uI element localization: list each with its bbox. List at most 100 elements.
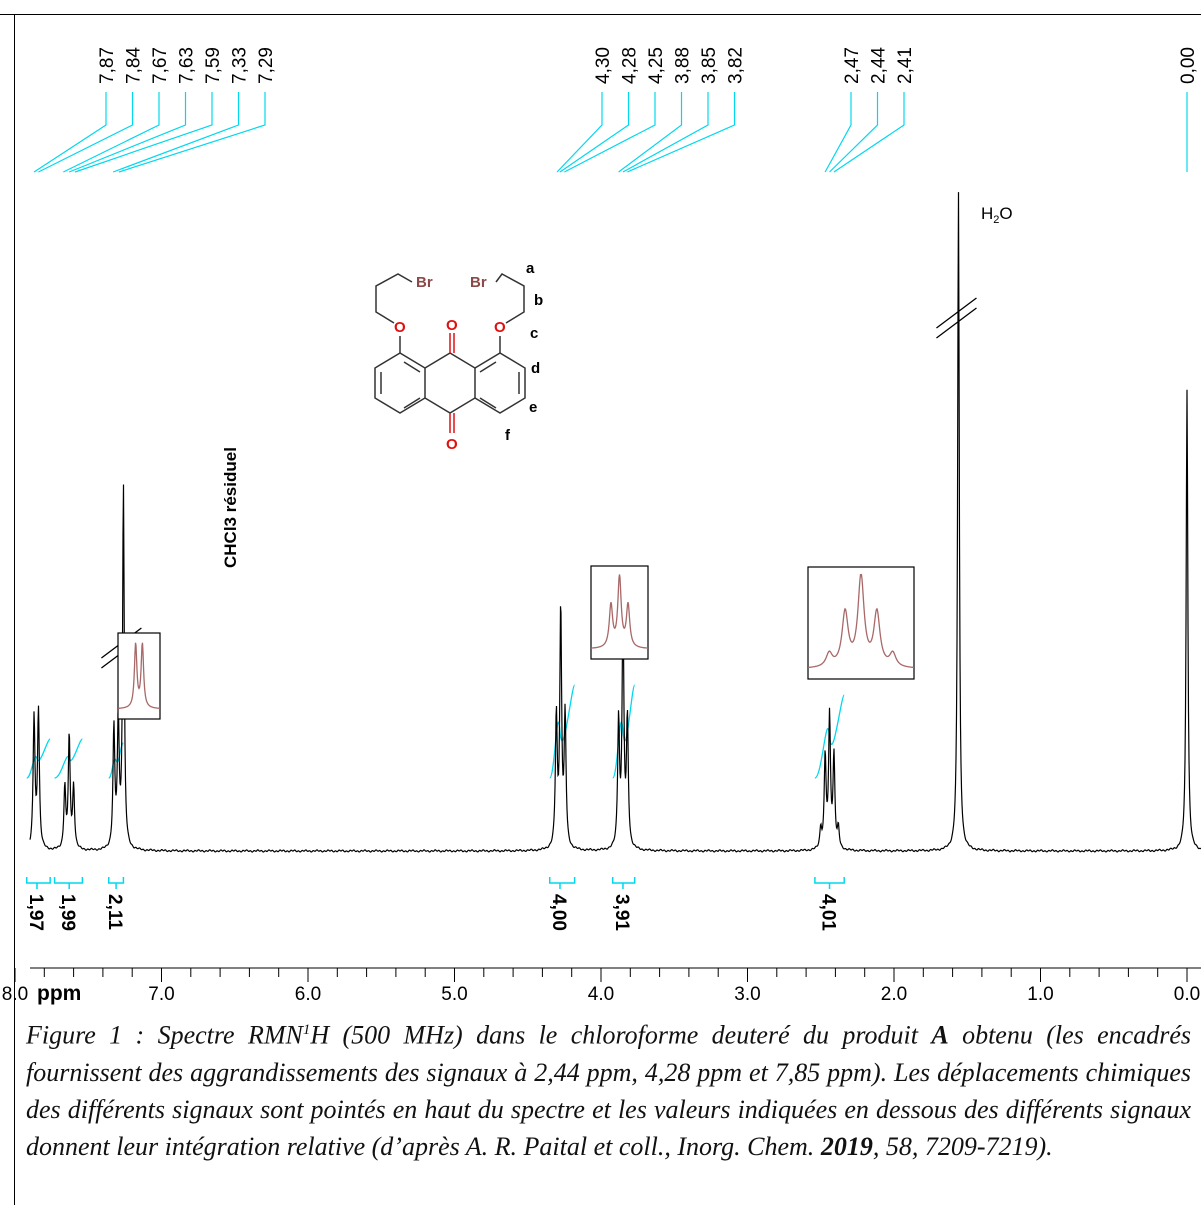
peak-label: 4,28: [620, 47, 641, 84]
molecule-structure: [374, 273, 526, 433]
carbonyl-bottom: [449, 413, 455, 433]
x-axis-tick-label: 4.0: [588, 984, 614, 1005]
pos-label-c: c: [530, 325, 538, 342]
peak-label: 7,59: [203, 47, 224, 84]
x-axis: ppm 8.0 7.0 6.0 5.0 4.0 3.0 2.0 1.0 0.0: [2, 967, 1201, 1005]
peak-connector: [622, 92, 709, 173]
peak-connector: [627, 92, 736, 173]
solvent-label: CHCl3 résiduel: [221, 447, 240, 568]
peak-label: 7,67: [150, 47, 171, 84]
left-chain: [375, 273, 413, 324]
peak-label: 4,25: [646, 47, 667, 84]
peak-label: 3,82: [726, 47, 747, 84]
break-mark: [936, 307, 977, 339]
zoom-inset-trace: [808, 573, 914, 669]
integral-value: 4,01: [818, 894, 839, 931]
integral-bracket: [814, 877, 845, 889]
zoom-insets: [117, 565, 915, 720]
break-mark: [936, 297, 977, 329]
integral-value: 3,91: [611, 894, 632, 931]
water-label-o: O: [999, 204, 1012, 223]
peak-label: 7,63: [177, 47, 198, 84]
x-axis-tick-label: 5.0: [441, 984, 467, 1005]
frame-top-border: [0, 14, 1201, 15]
x-axis-tick-label: 2.0: [881, 984, 907, 1005]
peak-label-connectors: [33, 92, 1188, 173]
peak-label: 2,41: [895, 47, 916, 84]
peak-connector: [559, 92, 630, 173]
x-axis-tick-label: 3.0: [734, 984, 760, 1005]
frame-left-border: [14, 14, 15, 1205]
peak-label: 2,47: [842, 47, 863, 84]
integral-bracket: [548, 877, 576, 889]
zoom-inset-box: [590, 565, 649, 660]
zoom-inset-trace: [591, 574, 648, 649]
annotations: CHCl3 résiduel H2O: [221, 204, 1013, 568]
peak-connector: [33, 92, 107, 173]
right-chain: [495, 273, 525, 324]
peak-connector: [833, 92, 905, 173]
x-axis-tick-label: 7.0: [148, 984, 174, 1005]
carbonyl-top: [449, 333, 455, 353]
atom-o-top: O: [446, 317, 458, 334]
peak-connector: [618, 92, 683, 173]
ring-center: [424, 352, 476, 414]
caption-part3: obtenu (les encadrés fournissent des agg…: [26, 1020, 1191, 1161]
caption-product: A: [931, 1020, 949, 1050]
peak-connector: [118, 92, 266, 173]
x-axis-tick-label: 1.0: [1027, 984, 1053, 1005]
peak-connector: [112, 92, 240, 173]
peak-labels: 7,87 7,84 7,67 7,63 7,59 7,33 7,29 4,30 4,28 4,25…: [97, 47, 1199, 84]
pos-label-d: d: [531, 360, 540, 377]
pos-label-a: a: [526, 260, 535, 277]
zoom-inset-trace: [118, 642, 160, 709]
integral-value: 1,97: [25, 894, 46, 931]
integral-value: 4,00: [548, 894, 569, 931]
ring-left: [374, 352, 426, 414]
ring-left-inner: [380, 361, 421, 409]
peak-label: 4,30: [593, 47, 614, 84]
caption-part4: , 58, 7209-7219).: [872, 1131, 1053, 1161]
peak-connector: [829, 92, 879, 173]
integral-bracket: [611, 877, 636, 889]
caption-part1: Figure 1 : Spectre RMN: [26, 1020, 303, 1050]
water-label-h: H: [981, 204, 993, 223]
atom-br-right: Br: [470, 274, 487, 291]
peak-connector: [824, 92, 852, 173]
peak-label: 3,88: [673, 47, 694, 84]
atom-br-left: Br: [416, 274, 433, 291]
zoom-inset-box: [807, 566, 915, 680]
peak-label: 7,87: [97, 47, 118, 84]
water-label: H2O: [981, 204, 1013, 226]
figure-caption: Figure 1 : Spectre RMN1H (500 MHz) dans …: [26, 1012, 1191, 1165]
molecule-atoms: Br Br O O O O a b c d e f: [394, 260, 543, 453]
caption-year: 2019: [820, 1131, 873, 1161]
peak-label: 3,85: [699, 47, 720, 84]
peak-label: 0,00: [1178, 47, 1199, 84]
zoom-inset-box: [117, 632, 161, 720]
peak-connector: [74, 92, 213, 173]
peak-label: 2,44: [869, 47, 890, 84]
pos-label-f: f: [505, 427, 511, 444]
caption-part2: H (500 MHz) dans le chloroforme deuteré …: [310, 1020, 932, 1050]
peak-connector: [68, 92, 187, 173]
integral-value: 1,99: [57, 894, 78, 931]
x-axis-tick-label: 8.0: [2, 984, 28, 1005]
x-axis-tick-label: 6.0: [295, 984, 321, 1005]
integrations: 1,97 1,99 2,11 4,00 3,91 4,01: [25, 684, 845, 931]
integral-bracket: [53, 877, 84, 889]
caption-text: Figure 1 : Spectre RMN1H (500 MHz) dans …: [26, 1012, 1191, 1165]
ring-right-inner: [479, 361, 520, 409]
spectrum-trace: [29, 192, 1201, 853]
peak-label: 7,84: [124, 47, 145, 84]
atom-o-left: O: [394, 319, 406, 336]
peak-connector: [38, 92, 134, 173]
pos-label-b: b: [534, 292, 543, 309]
pos-label-e: e: [529, 399, 537, 416]
peak-label: 7,33: [230, 47, 251, 84]
atom-o-bottom: O: [446, 436, 458, 453]
x-axis-unit: ppm: [37, 982, 81, 1005]
integral-curve: [612, 684, 636, 779]
